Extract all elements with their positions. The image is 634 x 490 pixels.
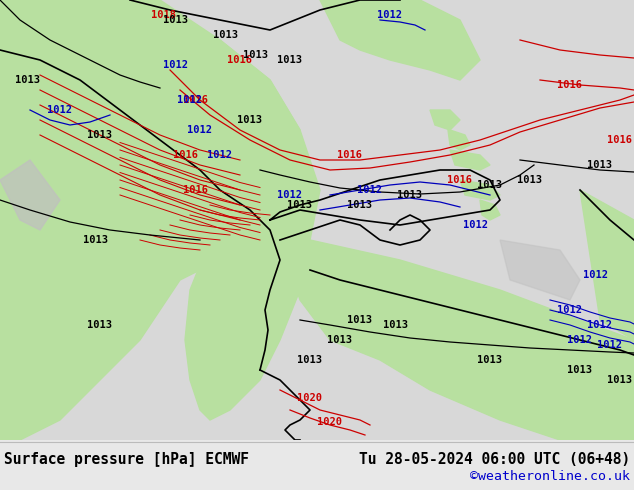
Text: 1012: 1012 <box>48 105 72 115</box>
Text: Surface pressure [hPa] ECMWF: Surface pressure [hPa] ECMWF <box>4 451 249 466</box>
Text: 1013: 1013 <box>477 355 503 365</box>
Text: 1012: 1012 <box>588 320 612 330</box>
Text: 1013: 1013 <box>607 375 633 385</box>
Text: 1012: 1012 <box>278 190 302 200</box>
Text: ©weatheronline.co.uk: ©weatheronline.co.uk <box>470 469 630 483</box>
Text: 1013: 1013 <box>382 320 408 330</box>
Text: 1020: 1020 <box>318 417 342 427</box>
Text: 1012: 1012 <box>567 335 593 345</box>
Text: 1013: 1013 <box>87 130 112 140</box>
Text: 1016: 1016 <box>557 80 583 90</box>
Text: 1016: 1016 <box>183 95 207 105</box>
Text: 1013: 1013 <box>212 30 238 40</box>
Text: 1013: 1013 <box>15 75 41 85</box>
Text: 1013: 1013 <box>398 190 422 200</box>
Polygon shape <box>0 160 60 230</box>
Text: 1012: 1012 <box>462 220 488 230</box>
Text: 1013: 1013 <box>87 320 112 330</box>
Text: 1012: 1012 <box>377 10 403 20</box>
Text: 1013: 1013 <box>567 365 593 375</box>
Text: 1012: 1012 <box>207 150 233 160</box>
Polygon shape <box>0 0 300 440</box>
Text: 1013: 1013 <box>328 335 353 345</box>
Polygon shape <box>500 240 580 300</box>
Text: 1013: 1013 <box>287 200 313 210</box>
Polygon shape <box>460 180 500 200</box>
Text: 1016: 1016 <box>337 150 363 160</box>
Text: 1013: 1013 <box>278 55 302 65</box>
Text: 1012: 1012 <box>178 95 202 105</box>
Text: 1020: 1020 <box>297 393 323 403</box>
Text: 1016: 1016 <box>228 55 252 65</box>
Text: 1012: 1012 <box>557 305 583 315</box>
Text: 1013: 1013 <box>297 355 323 365</box>
Text: 1018: 1018 <box>150 10 176 20</box>
Text: 1012: 1012 <box>583 270 607 280</box>
Text: 1013: 1013 <box>238 115 262 125</box>
Polygon shape <box>320 0 480 80</box>
Text: 1013: 1013 <box>347 315 373 325</box>
Text: 1013: 1013 <box>347 200 373 210</box>
Text: 1012: 1012 <box>358 185 382 195</box>
Polygon shape <box>450 150 490 170</box>
Text: 1013: 1013 <box>517 175 543 185</box>
Polygon shape <box>448 130 470 150</box>
Text: 1012: 1012 <box>597 340 623 350</box>
Polygon shape <box>480 200 500 220</box>
Text: 1013: 1013 <box>588 160 612 170</box>
Polygon shape <box>430 110 460 130</box>
Text: 1016: 1016 <box>172 150 198 160</box>
Text: 1013: 1013 <box>242 50 268 60</box>
Text: 1013: 1013 <box>477 180 503 190</box>
Text: Tu 28-05-2024 06:00 UTC (06+48): Tu 28-05-2024 06:00 UTC (06+48) <box>359 451 630 466</box>
Text: 1016: 1016 <box>183 185 207 195</box>
Polygon shape <box>580 190 634 340</box>
Polygon shape <box>290 240 634 440</box>
Text: 1012: 1012 <box>162 60 188 70</box>
Text: 1013: 1013 <box>162 15 188 25</box>
Text: 1013: 1013 <box>82 235 108 245</box>
Text: 1016: 1016 <box>448 175 472 185</box>
Text: 1012: 1012 <box>188 125 212 135</box>
Text: 1016: 1016 <box>607 135 633 145</box>
Polygon shape <box>185 40 320 420</box>
